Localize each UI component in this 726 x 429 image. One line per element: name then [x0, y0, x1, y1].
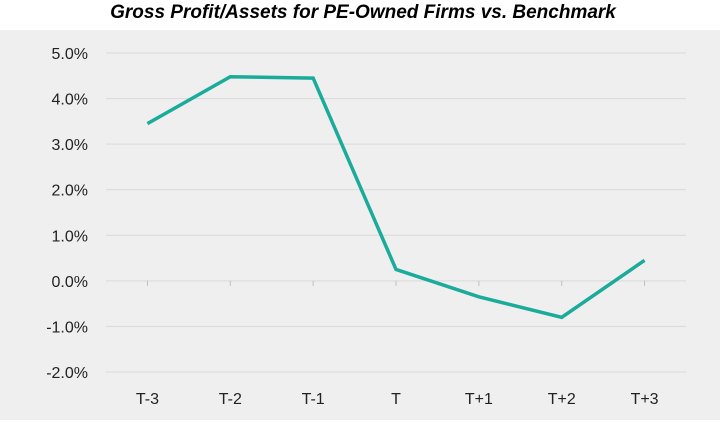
- y-tick-label: -1.0%: [46, 319, 88, 336]
- y-tick-label: 5.0%: [52, 46, 88, 63]
- x-tick-label: T+1: [465, 391, 493, 408]
- plot-area: [0, 30, 720, 420]
- plot-background: [0, 30, 720, 420]
- x-tick-label: T+2: [548, 391, 576, 408]
- y-tick-label: 2.0%: [52, 183, 88, 200]
- y-tick-label: 3.0%: [52, 137, 88, 154]
- x-tick-label: T+3: [631, 391, 659, 408]
- x-tick-label: T-2: [219, 391, 242, 408]
- x-tick-label: T: [391, 391, 401, 408]
- y-tick-label: 0.0%: [52, 274, 88, 291]
- y-tick-label: 4.0%: [52, 92, 88, 109]
- y-tick-label: 1.0%: [52, 228, 88, 245]
- x-tick-label: T-1: [302, 391, 325, 408]
- x-tick-label: T-3: [136, 391, 159, 408]
- y-tick-label: -2.0%: [46, 365, 88, 382]
